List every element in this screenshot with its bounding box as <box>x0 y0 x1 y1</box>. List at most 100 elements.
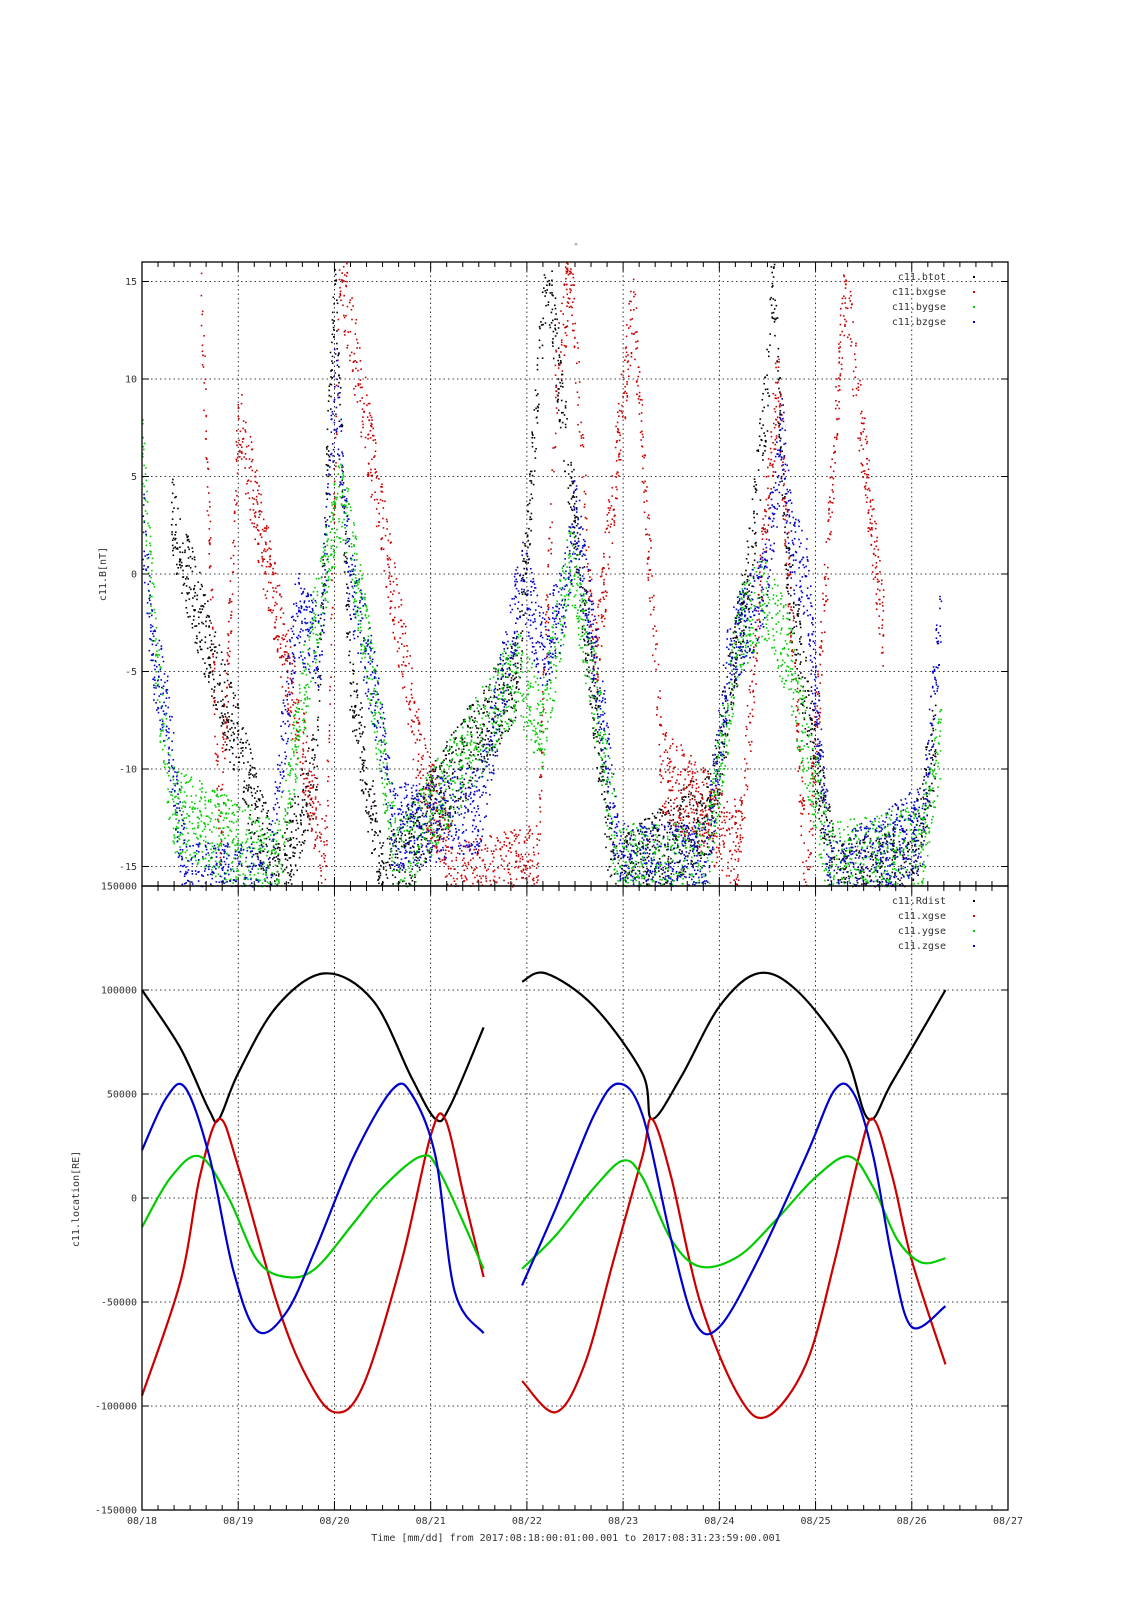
data-point <box>669 819 671 822</box>
data-point <box>734 858 737 861</box>
data-point <box>302 742 305 745</box>
data-point <box>474 868 476 870</box>
data-point <box>437 775 440 778</box>
data-point <box>303 840 306 842</box>
data-point <box>735 641 737 643</box>
data-point <box>636 393 638 396</box>
data-point <box>646 533 649 536</box>
data-point <box>227 654 229 656</box>
data-point <box>232 554 235 557</box>
data-point <box>689 779 692 782</box>
data-point <box>327 454 330 456</box>
data-point <box>188 592 190 594</box>
data-point <box>876 603 878 605</box>
data-point <box>672 838 674 840</box>
data-point <box>792 606 795 608</box>
data-point <box>453 880 456 882</box>
data-point <box>179 546 181 548</box>
data-point <box>287 840 289 842</box>
data-point <box>171 481 174 484</box>
data-point <box>558 322 560 324</box>
data-point <box>467 786 470 789</box>
data-point <box>775 381 777 384</box>
data-point <box>232 722 235 725</box>
data-point <box>333 497 336 500</box>
data-point <box>563 414 566 416</box>
data-point <box>451 746 453 748</box>
data-point <box>574 489 577 491</box>
data-point <box>930 805 932 807</box>
data-point <box>895 851 898 854</box>
data-point <box>912 879 914 881</box>
data-point <box>314 754 316 756</box>
data-point <box>639 431 642 434</box>
data-point <box>664 814 666 816</box>
data-point <box>213 635 216 638</box>
data-point <box>311 829 313 831</box>
data-point <box>445 757 447 760</box>
data-point <box>250 787 253 790</box>
data-point <box>515 637 518 640</box>
data-point <box>599 575 602 578</box>
data-point <box>588 580 590 582</box>
data-point <box>346 583 348 586</box>
data-point <box>396 650 399 653</box>
data-point <box>529 543 531 546</box>
data-point <box>650 872 653 875</box>
data-point <box>504 833 507 835</box>
data-point <box>823 837 826 840</box>
data-point <box>356 689 358 692</box>
data-point <box>722 840 724 842</box>
data-point <box>638 832 640 835</box>
data-point <box>789 603 791 605</box>
data-point <box>228 599 231 602</box>
data-point <box>171 518 174 520</box>
data-point <box>527 832 530 835</box>
data-point <box>902 856 905 859</box>
data-point <box>515 686 518 688</box>
data-point <box>527 546 529 549</box>
data-point <box>727 861 729 864</box>
data-point <box>229 739 231 742</box>
data-point <box>331 311 334 314</box>
data-point <box>593 669 595 671</box>
data-point <box>304 794 307 796</box>
data-point <box>268 581 270 584</box>
data-point <box>778 435 780 438</box>
data-point <box>205 457 208 459</box>
data-point <box>508 699 510 701</box>
data-point <box>584 516 587 519</box>
data-point <box>286 660 289 662</box>
data-point <box>577 347 579 349</box>
data-point <box>580 610 582 612</box>
data-point <box>378 855 380 857</box>
data-point <box>208 616 210 618</box>
data-point <box>297 701 300 704</box>
data-point <box>633 291 635 293</box>
data-point <box>515 855 518 857</box>
data-point <box>401 827 403 829</box>
data-point <box>466 708 469 710</box>
data-point <box>802 872 805 875</box>
data-point <box>430 785 433 788</box>
data-point <box>920 822 922 825</box>
data-point <box>208 539 211 541</box>
data-point <box>417 836 419 839</box>
data-point <box>398 606 400 608</box>
data-point <box>271 852 273 854</box>
data-point <box>799 638 801 640</box>
data-point <box>548 282 551 285</box>
data-point <box>714 795 716 798</box>
data-point <box>659 882 662 885</box>
data-point <box>897 878 899 880</box>
data-point <box>280 676 282 678</box>
data-point <box>593 685 596 687</box>
data-point <box>588 671 590 674</box>
data-point <box>454 738 456 740</box>
data-point <box>625 399 628 402</box>
data-point <box>254 808 256 810</box>
data-point <box>307 829 309 832</box>
data-point <box>550 552 552 555</box>
data-point <box>294 802 296 804</box>
data-point <box>235 706 237 708</box>
